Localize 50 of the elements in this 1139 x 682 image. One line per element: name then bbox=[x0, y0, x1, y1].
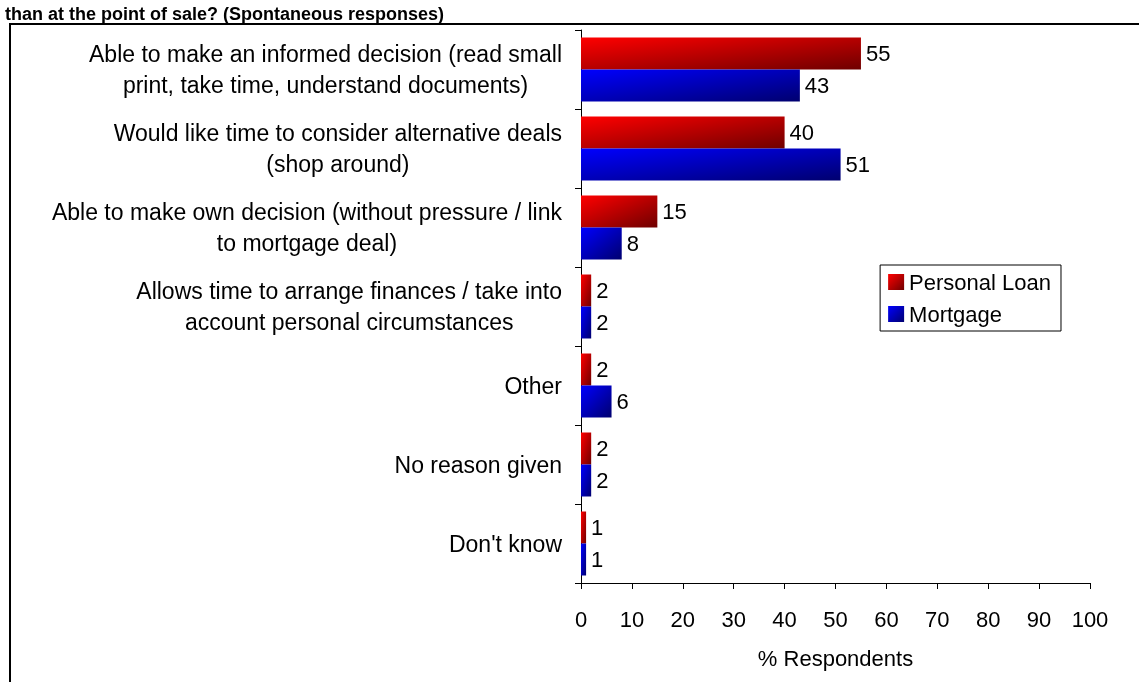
y-tick-label: No reason given bbox=[394, 451, 562, 478]
bar bbox=[581, 37, 861, 70]
y-tick-label: Other bbox=[504, 372, 563, 399]
x-tick-label: 40 bbox=[772, 606, 797, 632]
x-tick-label: 30 bbox=[721, 606, 746, 632]
data-label: 2 bbox=[596, 436, 609, 461]
x-tick-label: 0 bbox=[574, 606, 588, 632]
y-tick-label: Would like time to consider alternative deals (shop around) bbox=[113, 120, 563, 177]
bar bbox=[581, 274, 592, 307]
data-label: 2 bbox=[596, 357, 609, 382]
text: than at the point of sale? (Spontaneous responses) bbox=[5, 4, 445, 24]
data-label: 15 bbox=[662, 199, 687, 224]
data-label: 6 bbox=[616, 389, 629, 414]
bar bbox=[581, 306, 592, 339]
x-tick-label: 90 bbox=[1026, 606, 1052, 632]
bar bbox=[581, 148, 841, 181]
data-label: 55 bbox=[865, 41, 891, 66]
data-label: 51 bbox=[845, 152, 871, 177]
data-label: 1 bbox=[591, 515, 604, 540]
bar bbox=[581, 69, 800, 102]
data-label: 8 bbox=[626, 231, 639, 256]
x-tick-label: 20 bbox=[670, 606, 696, 632]
y-tick-label: Able to make an informed decision (read small print, take time, understand documents) bbox=[88, 41, 563, 98]
data-label: 2 bbox=[596, 310, 609, 335]
bar bbox=[581, 543, 587, 576]
y-tick-label: Able to make own decision (without pressure / link to mortgage deal) bbox=[51, 199, 563, 256]
y-tick-label: Don't know bbox=[448, 530, 563, 557]
bar bbox=[581, 511, 587, 544]
bar bbox=[581, 432, 592, 465]
legend-label: Personal Loan bbox=[909, 269, 1052, 295]
x-tick-label: 80 bbox=[975, 606, 1001, 632]
x-tick-label: 60 bbox=[874, 606, 899, 632]
bar bbox=[581, 227, 622, 260]
bar bbox=[581, 353, 592, 386]
bar bbox=[581, 195, 658, 228]
x-tick-label: 10 bbox=[619, 606, 645, 632]
x-tick-label: 100 bbox=[1071, 606, 1109, 632]
bar bbox=[581, 464, 592, 497]
bar bbox=[581, 116, 785, 149]
x-tick-label: 70 bbox=[925, 606, 950, 632]
bar bbox=[581, 385, 612, 418]
data-label: 2 bbox=[596, 278, 609, 303]
legend-label: Mortgage bbox=[909, 301, 1003, 327]
data-label: 1 bbox=[591, 547, 604, 572]
data-label: 40 bbox=[789, 120, 815, 145]
data-label: 2 bbox=[596, 468, 609, 493]
y-tick-label: Allows time to arrange finances / take into account personal circumstances bbox=[136, 278, 562, 335]
x-tick-label: 50 bbox=[823, 606, 848, 632]
data-label: 43 bbox=[804, 73, 830, 98]
x-axis-title: % Respondents bbox=[757, 645, 914, 671]
